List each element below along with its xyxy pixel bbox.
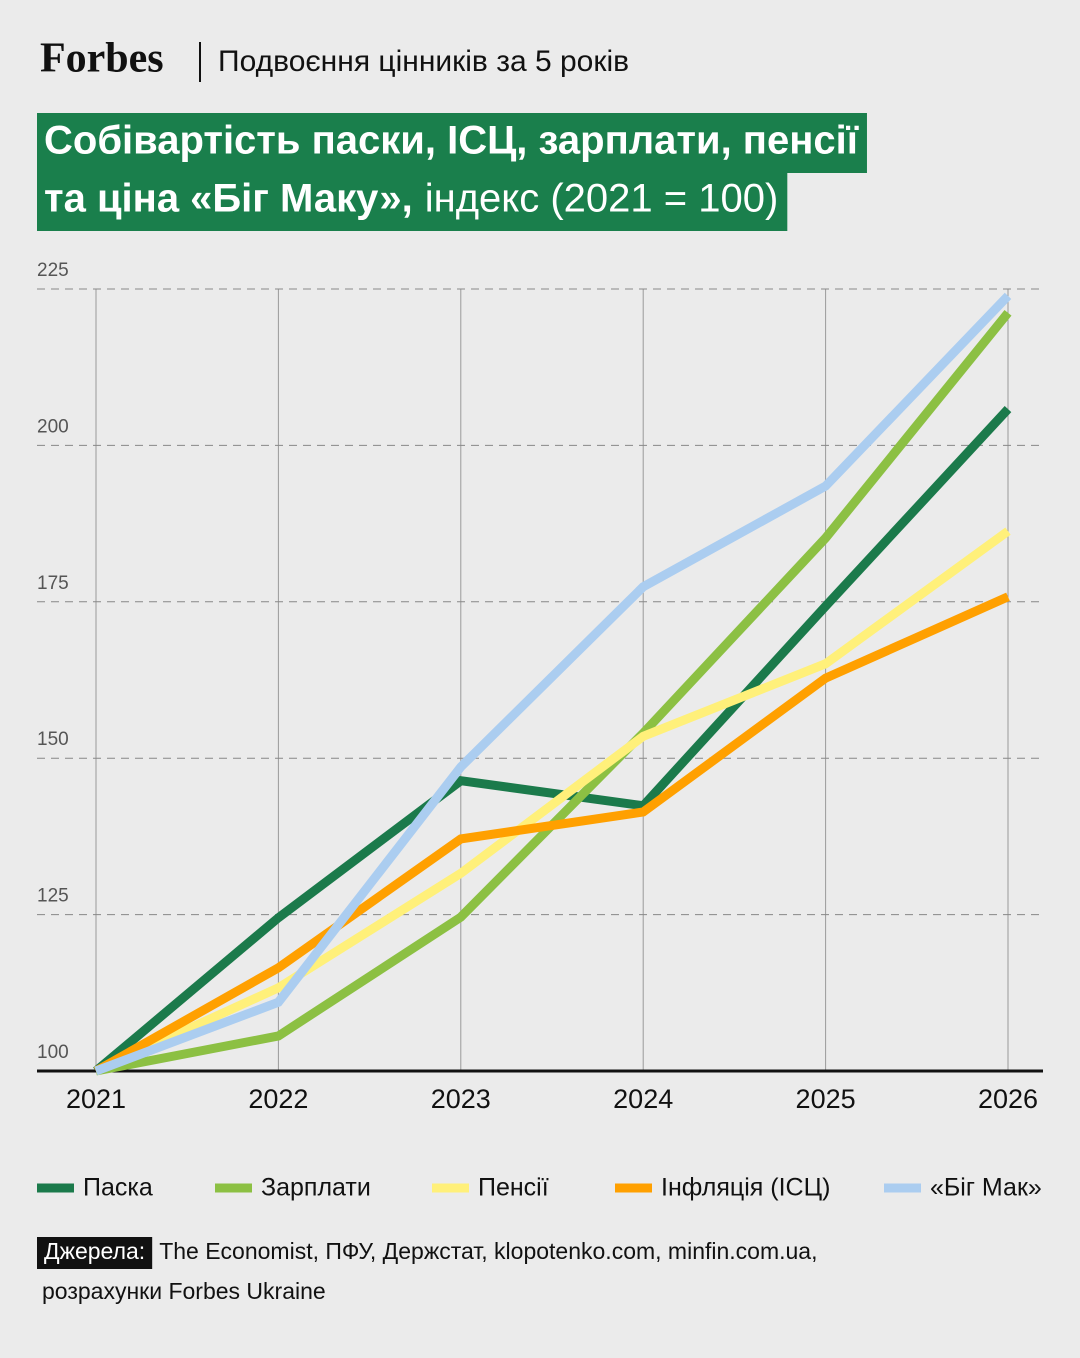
x-tick-label: 2023	[431, 1084, 491, 1114]
data-line	[94, 527, 1011, 1076]
source-text: The Economist, ПФУ, Держстат, klopotenko…	[159, 1238, 817, 1264]
data-line	[94, 292, 1012, 1076]
x-tick-label: 2026	[978, 1084, 1038, 1114]
legend-label: Зарплати	[261, 1174, 371, 1202]
source: Джерела: The Economist, ПФУ, Держстат, kl…	[37, 1237, 817, 1304]
y-tick-label: 125	[37, 886, 69, 907]
source-label: Джерела:	[44, 1238, 145, 1264]
title-background	[37, 113, 867, 173]
title-block: Собівартість паски, ІСЦ, зарплати, пенсі…	[37, 113, 867, 231]
plot: 2021 2022 2023 2024 2025 2026 100 125 150 175 200 2…	[37, 260, 1043, 1114]
source-label-background	[37, 1237, 153, 1269]
y-tick-label: 150	[37, 729, 69, 750]
chart-title: Собівартість паски, ІСЦ, зарплати, пенсі…	[44, 119, 859, 163]
y-tick-label: 200	[37, 416, 69, 437]
legend-label: Пенсії	[478, 1174, 549, 1202]
subtitle: Подвоєння цінників за 5 років	[218, 45, 629, 78]
data-line	[93, 592, 1010, 1075]
x-tick-label: 2024	[613, 1084, 673, 1114]
data-line	[93, 406, 1012, 1075]
title-note: індекс (2021 = 100)	[425, 177, 779, 221]
legend-label: Інфляція (ІСЦ)	[661, 1174, 830, 1202]
chart-title: та ціна «Біг Маку»,	[44, 177, 413, 221]
x-tick-label: 2025	[796, 1084, 856, 1114]
y-tick-label: 100	[37, 1042, 69, 1063]
title-background	[37, 171, 788, 231]
y-tick-label: 175	[37, 573, 69, 594]
brand-logo: Forbes	[40, 36, 164, 82]
source-text: розрахунки Forbes Ukraine	[42, 1278, 326, 1304]
legend-label: «Біг Мак»	[930, 1174, 1042, 1202]
x-tick-label: 2022	[248, 1084, 308, 1114]
legend-label: Паска	[83, 1174, 153, 1202]
x-tick-label: 2021	[66, 1084, 126, 1114]
y-tick-label: 225	[37, 260, 69, 281]
legend: Паска Зарплати Пенсії Інфляція (ІСЦ) «Біг Ма…	[37, 1174, 1042, 1202]
